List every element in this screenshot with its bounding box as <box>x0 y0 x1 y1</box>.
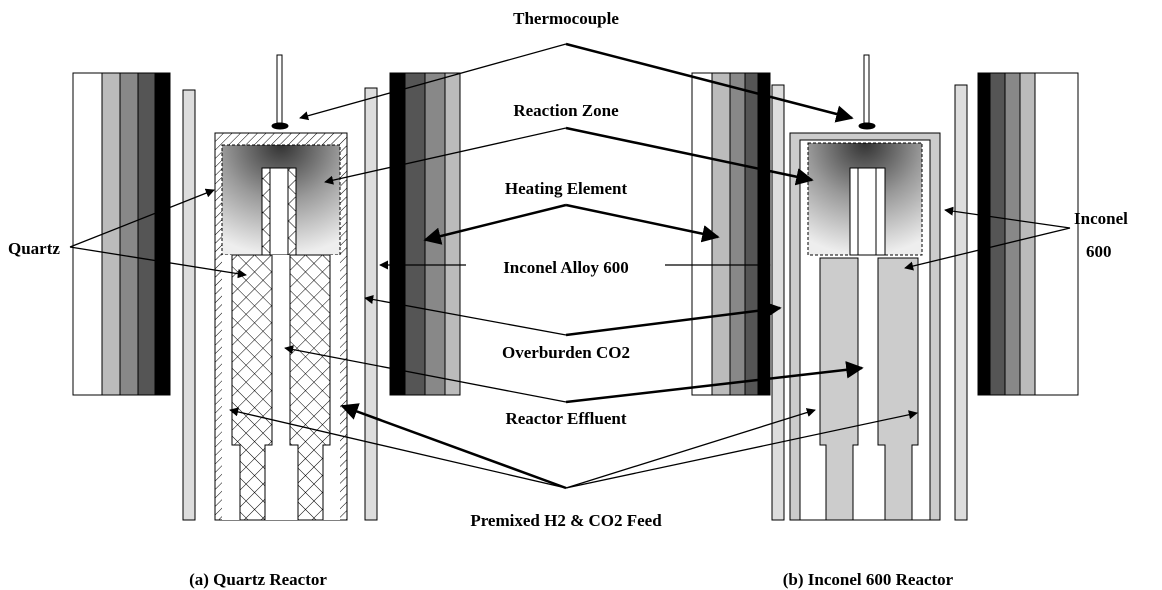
arrows <box>69 42 1071 490</box>
label: Reactor Effluent <box>505 409 626 428</box>
label: Inconel Alloy 600 <box>503 258 629 277</box>
label: 600 <box>1086 242 1112 261</box>
label: Thermocouple <box>513 9 619 28</box>
label: Premixed H2 & CO2 Feed <box>470 511 662 530</box>
caption: (a) Quartz Reactor <box>189 570 327 589</box>
caption: (b) Inconel 600 Reactor <box>783 570 954 589</box>
label: Quartz <box>8 239 60 258</box>
label: Reaction Zone <box>513 101 619 120</box>
label: Inconel <box>1074 209 1128 228</box>
label: Heating Element <box>505 179 628 198</box>
label: Overburden CO2 <box>502 343 630 362</box>
inconel-reactor <box>691 54 1079 521</box>
label-bg <box>466 255 664 279</box>
